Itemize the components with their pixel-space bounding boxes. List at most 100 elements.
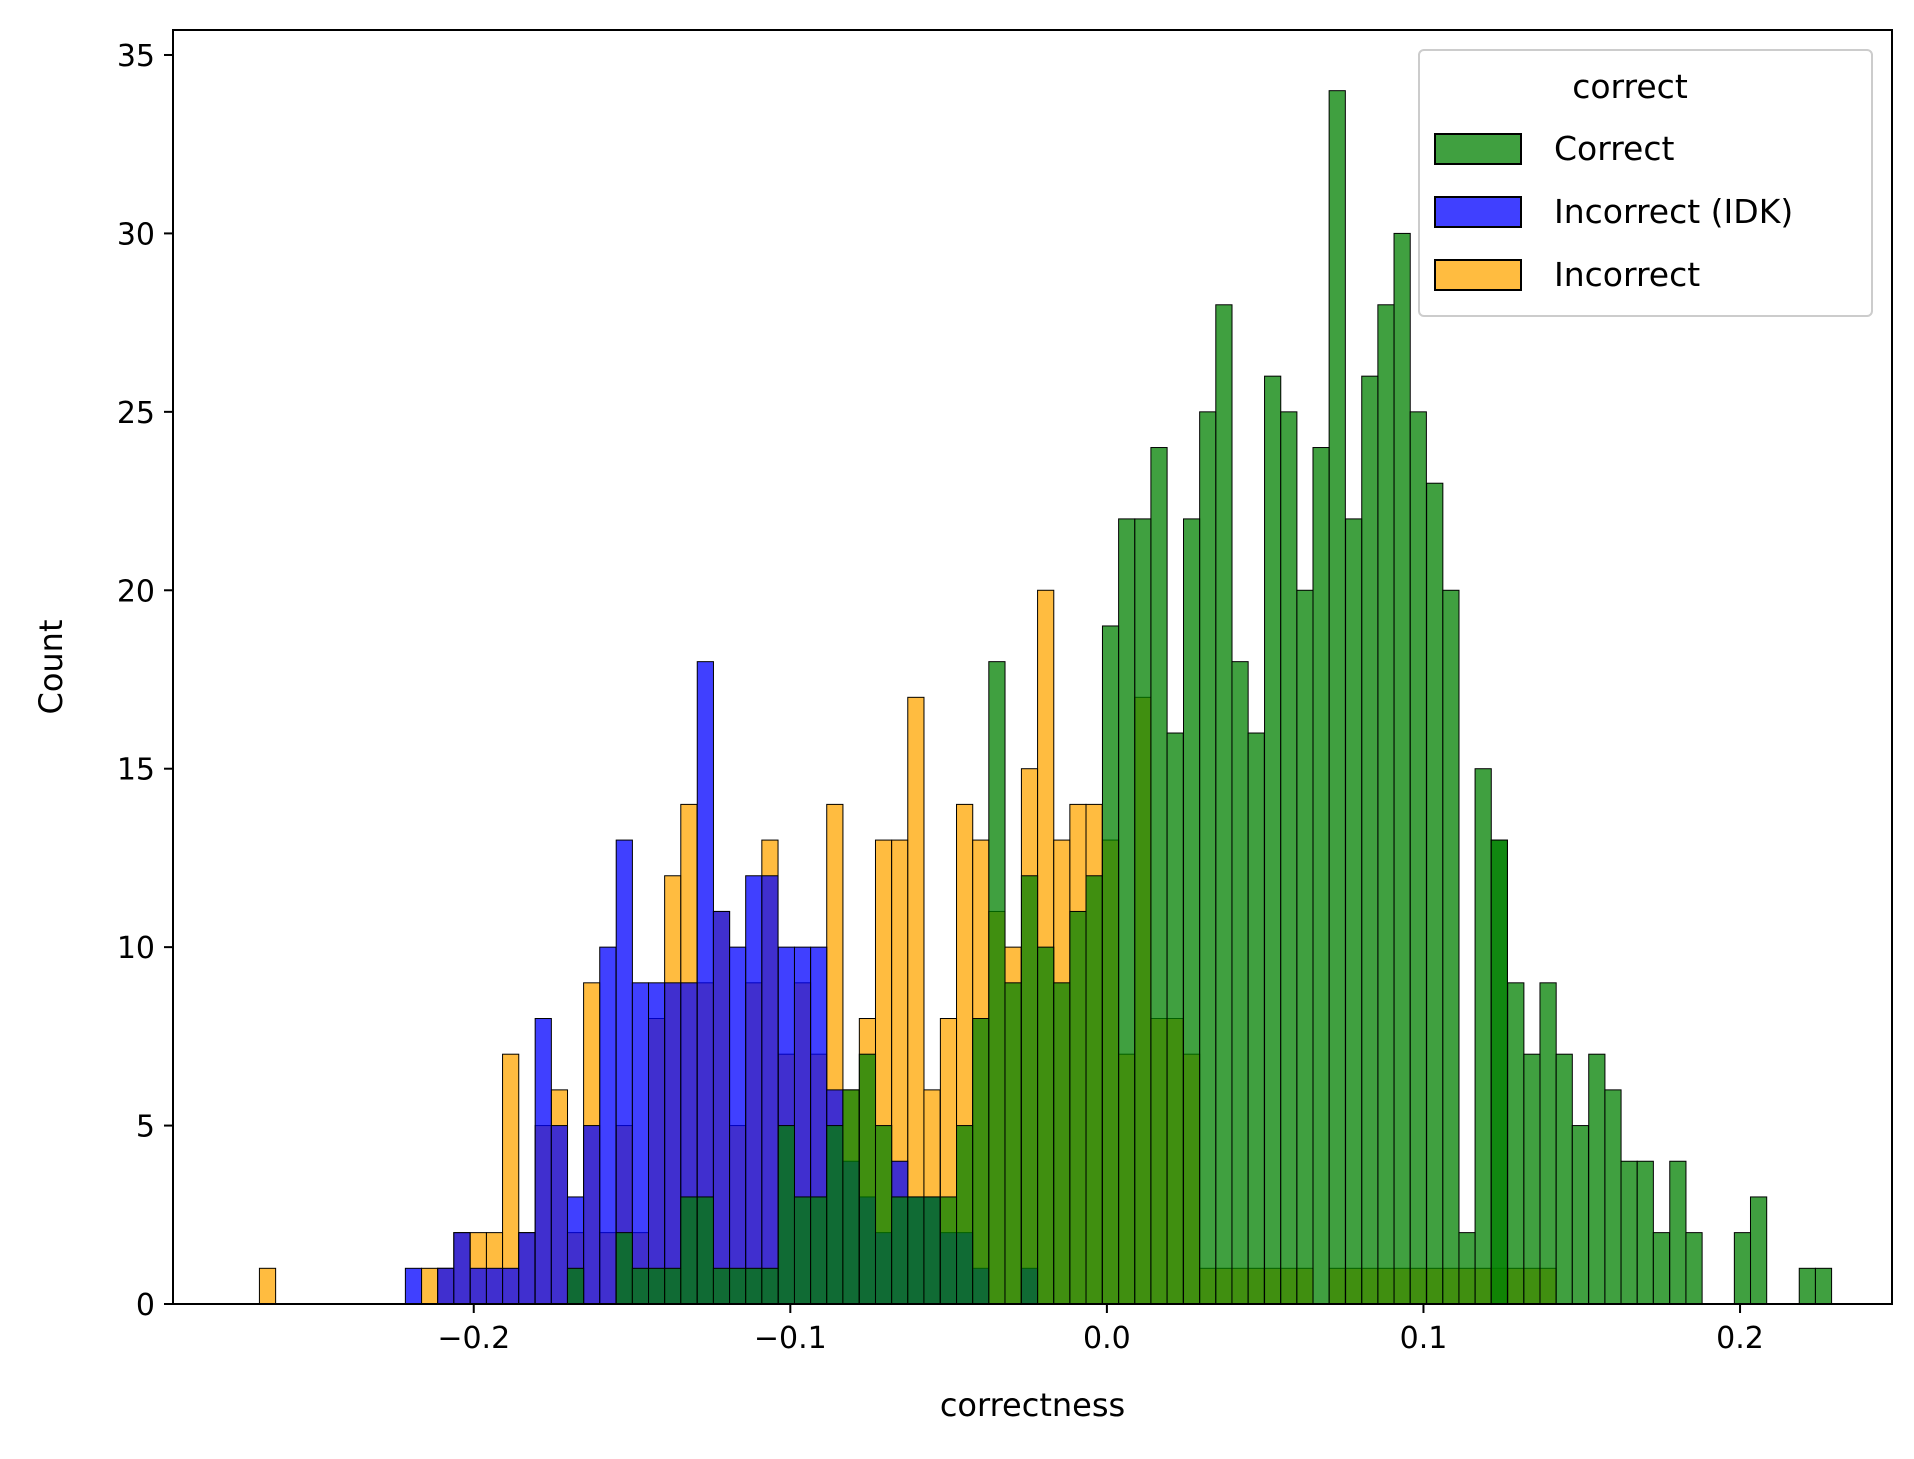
bar-incorrect-idk-10 — [583, 1125, 601, 1305]
bar-correct-21 — [939, 1196, 958, 1305]
bar-correct-38 — [1215, 304, 1233, 1305]
bar-correct-46 — [1345, 518, 1363, 1305]
bar-correct-5 — [680, 1196, 698, 1305]
bar-correct-42 — [1280, 411, 1298, 1305]
y-tick-label: 25 — [117, 396, 155, 431]
bar-correct-37 — [1199, 411, 1217, 1305]
y-tick-label: 30 — [117, 217, 155, 252]
bar-incorrect-idk-1 — [437, 1267, 455, 1305]
legend: correct Correct Incorrect (IDK) Incorrec… — [1418, 49, 1873, 317]
bar-correct-2 — [631, 1267, 650, 1305]
bar-correct-17 — [874, 1125, 893, 1305]
bar-correct-43 — [1296, 589, 1314, 1305]
bar-correct-30 — [1085, 875, 1103, 1305]
x-axis-ticks: −0.2 −0.1 0.0 0.1 0.2 — [437, 1304, 1764, 1356]
bar-correct-24 — [988, 661, 1006, 1305]
bar-correct-8 — [729, 1267, 747, 1305]
bar-correct-23 — [972, 1018, 990, 1305]
x-axis-label: correctness — [940, 1386, 1125, 1424]
bar-correct-64 — [1636, 1160, 1654, 1305]
bar-correct-11 — [777, 1125, 795, 1305]
bar-correct-36 — [1183, 518, 1201, 1305]
bar-incorrect-idk-7 — [534, 1018, 552, 1305]
legend-entry-incorrect: Incorrect — [1434, 255, 1700, 294]
bar-correct-10 — [761, 1267, 779, 1305]
bar-correct-54 — [1474, 768, 1492, 1305]
bar-incorrect-idk-5 — [502, 1267, 520, 1305]
bar-correct-68 — [1733, 1232, 1752, 1305]
x-tick-label: 0.1 — [1400, 1321, 1448, 1356]
bar-incorrect-idk-6 — [518, 1232, 536, 1305]
bar-correct-34 — [1150, 447, 1168, 1305]
bar-correct-4 — [664, 1267, 682, 1305]
bar-correct-13 — [810, 1196, 828, 1305]
y-tick-label: 20 — [117, 574, 155, 609]
x-tick-label: −0.2 — [437, 1321, 510, 1356]
x-tick-label: −0.1 — [754, 1321, 827, 1356]
bar-correct-70 — [1490, 839, 1508, 1305]
bar-correct-35 — [1166, 732, 1184, 1305]
bar-correct-63 — [1620, 1160, 1638, 1305]
bar-correct-31 — [1101, 625, 1120, 1305]
bar-correct-41 — [1264, 375, 1282, 1305]
legend-swatch-incorrect-idk — [1434, 196, 1522, 228]
bar-incorrect-idk-20 — [745, 875, 763, 1305]
bar-correct-71 — [1749, 1196, 1768, 1305]
bar-correct-56 — [1507, 982, 1525, 1305]
bar-incorrect-idk-4 — [485, 1267, 504, 1305]
bar-correct-50 — [1409, 411, 1427, 1305]
bar-incorrect-idk-8 — [550, 1125, 569, 1305]
bar-incorrect-6 — [502, 1053, 520, 1305]
bar-correct-52 — [1442, 589, 1460, 1305]
bar-incorrect-idk-19 — [729, 946, 747, 1305]
bar-correct-3 — [648, 1267, 666, 1305]
bar-correct-32 — [1118, 518, 1136, 1305]
legend-entry-incorrect-idk: Incorrect (IDK) — [1434, 192, 1793, 231]
bar-correct-15 — [842, 1089, 860, 1305]
bar-correct-45 — [1328, 90, 1346, 1305]
x-tick-label: 0.2 — [1716, 1321, 1764, 1356]
bar-correct-39 — [1231, 661, 1249, 1305]
bar-correct-33 — [1134, 518, 1152, 1305]
y-axis-ticks: 0 5 10 15 20 25 30 35 — [117, 39, 173, 1323]
bar-incorrect-idk-15 — [664, 982, 682, 1305]
bar-correct-69 — [1798, 1267, 1816, 1305]
bar-correct-49 — [1393, 232, 1411, 1305]
plot-frame — [172, 29, 1893, 1305]
bar-incorrect-1 — [421, 1267, 439, 1305]
bar-correct-1 — [615, 1232, 633, 1305]
bar-incorrect-idk-18 — [712, 910, 731, 1305]
bar-correct-19 — [907, 1196, 925, 1305]
x-tick-label: 0.0 — [1083, 1321, 1131, 1356]
bar-incorrect-idk-14 — [648, 982, 666, 1305]
bar-incorrect-idk-11 — [599, 946, 617, 1305]
bar-correct-27 — [1037, 946, 1055, 1305]
legend-box — [1418, 49, 1873, 317]
bar-correct-18 — [891, 1196, 909, 1305]
bar-correct-20 — [923, 1196, 941, 1305]
bar-correct-66 — [1669, 1160, 1687, 1305]
bar-correct-59 — [1555, 1053, 1573, 1305]
bar-correct-61 — [1588, 1053, 1606, 1305]
legend-label-incorrect: Incorrect — [1554, 255, 1700, 294]
bar-correct-60 — [1571, 1125, 1589, 1305]
bar-correct-0 — [566, 1267, 585, 1305]
bar-incorrect-idk-21 — [761, 875, 779, 1305]
bar-correct-62 — [1604, 1089, 1622, 1305]
bar-incorrect-idk-13 — [631, 982, 650, 1305]
bar-incorrect-idk-2 — [453, 1232, 471, 1305]
legend-label-correct: Correct — [1554, 129, 1675, 168]
bar-correct-57 — [1523, 1053, 1541, 1305]
y-tick-label: 5 — [136, 1110, 155, 1145]
bar-correct-44 — [1312, 447, 1330, 1305]
bar-correct-53 — [1458, 1232, 1476, 1305]
bar-correct-22 — [956, 1125, 974, 1305]
bar-correct-40 — [1247, 732, 1265, 1305]
bar-incorrect-idk-0 — [404, 1267, 423, 1305]
bar-correct-25 — [1004, 982, 1022, 1305]
bar-correct-58 — [1539, 982, 1557, 1305]
y-axis-label: Count — [32, 619, 70, 714]
bar-correct-12 — [793, 1196, 812, 1305]
y-tick-label: 0 — [136, 1288, 155, 1323]
